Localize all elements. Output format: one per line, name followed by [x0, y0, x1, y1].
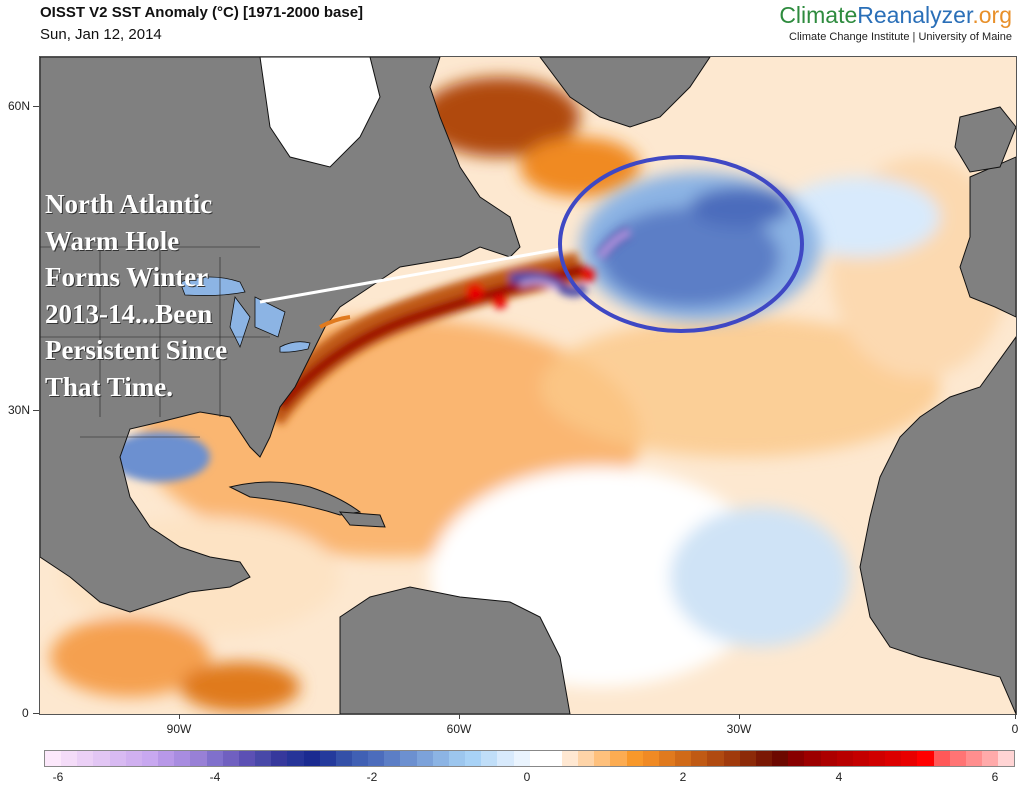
y-tick-mark [33, 106, 39, 107]
brand-part-2: Reanalyzer [857, 2, 973, 28]
y-tick-30n: 30N [8, 403, 31, 417]
colorbar-swatch [998, 751, 1015, 766]
colorbar-swatch [545, 751, 562, 766]
colorbar-swatch [755, 751, 773, 766]
colorbar-swatch [158, 751, 175, 766]
sst-anomaly-map [39, 56, 1017, 715]
colorbar-swatch [255, 751, 272, 766]
x-tick-60w: 60W [446, 722, 472, 736]
annotation-pointer-line [259, 247, 561, 304]
colorbar-swatch [351, 751, 369, 766]
colorbar-label: -6 [52, 770, 64, 784]
colorbar-swatch [125, 751, 142, 766]
colorbar-swatch [271, 751, 288, 766]
colorbar-swatch [658, 751, 676, 766]
colorbar-swatch [578, 751, 595, 766]
colorbar-swatch [739, 751, 756, 766]
colorbar-label: 6 [991, 770, 999, 784]
colorbar-swatch [77, 751, 94, 766]
colorbar-swatch [868, 751, 886, 766]
colorbar-swatch [917, 751, 934, 766]
colorbar-swatch [448, 751, 466, 766]
colorbar-swatch [594, 751, 611, 766]
colorbar-swatch [723, 751, 740, 766]
colorbar-swatch [949, 751, 966, 766]
brand-part-3: .org [972, 2, 1012, 28]
colorbar [44, 750, 1015, 767]
y-tick-60n: 60N [8, 99, 31, 113]
colorbar-swatch [481, 751, 498, 766]
colorbar-swatch [238, 751, 256, 766]
y-tick-0: 0 [22, 706, 29, 720]
colorbar-swatch [820, 751, 837, 766]
colorbar-swatch [513, 751, 530, 766]
colorbar-swatch [626, 751, 643, 766]
colorbar-swatch [303, 751, 320, 766]
colorbar-swatch [400, 751, 417, 766]
colorbar-swatch [836, 751, 853, 766]
colorbar-swatch [416, 751, 433, 766]
colorbar-swatch [610, 751, 627, 766]
colorbar-swatch [174, 751, 191, 766]
colorbar-swatch [319, 751, 336, 766]
colorbar-swatch [93, 751, 110, 766]
x-tick-0: 0 [1011, 722, 1019, 736]
y-tick-mark [33, 410, 39, 411]
colorbar-swatch [61, 751, 78, 766]
colorbar-swatch [384, 751, 401, 766]
colorbar-label: 4 [835, 770, 843, 784]
colorbar-swatch [772, 751, 789, 766]
colorbar-swatch [982, 751, 999, 766]
colorbar-swatch [642, 751, 659, 766]
colorbar-swatch [885, 751, 902, 766]
colorbar-swatch [190, 751, 207, 766]
x-tick-mark [179, 714, 180, 719]
x-tick-30w: 30W [726, 722, 752, 736]
colorbar-swatch [497, 751, 514, 766]
colorbar-swatch [335, 751, 352, 766]
colorbar-swatch [368, 751, 385, 766]
colorbar-swatch [287, 751, 304, 766]
colorbar-swatch [562, 751, 579, 766]
colorbar-swatch [901, 751, 918, 766]
colorbar-swatch [852, 751, 869, 766]
colorbar-swatch [707, 751, 724, 766]
colorbar-label: 0 [523, 770, 531, 784]
colorbar-swatch [965, 751, 983, 766]
x-tick-90w: 90W [166, 722, 192, 736]
y-tick-mark [33, 713, 39, 714]
map-canvas [40, 57, 1016, 714]
brand-logo[interactable]: ClimateReanalyzer.org [779, 2, 1012, 29]
colorbar-swatch [675, 751, 692, 766]
warm-hole-highlight-ellipse [558, 155, 804, 333]
colorbar-label: -2 [366, 770, 378, 784]
map-annotation-text: North Atlantic Warm Hole Forms Winter 20… [45, 189, 228, 402]
colorbar-swatch [465, 751, 482, 766]
x-tick-mark [1015, 714, 1016, 719]
x-tick-mark [739, 714, 740, 719]
x-tick-mark [459, 714, 460, 719]
colorbar-label: 2 [679, 770, 687, 784]
chart-title: OISST V2 SST Anomaly (°C) [1971-2000 bas… [40, 4, 364, 21]
colorbar-swatch [109, 751, 126, 766]
colorbar-swatch [529, 751, 546, 766]
colorbar-swatch [45, 751, 62, 766]
colorbar-swatch [206, 751, 223, 766]
brand-part-1: Climate [779, 2, 858, 28]
institution-label: Climate Change Institute | University of… [789, 31, 1012, 43]
colorbar-label: -4 [209, 770, 221, 784]
colorbar-swatch [691, 751, 708, 766]
colorbar-swatch [788, 751, 805, 766]
colorbar-swatch [141, 751, 159, 766]
chart-date: Sun, Jan 12, 2014 [40, 26, 162, 43]
colorbar-swatch [222, 751, 239, 766]
colorbar-swatch [432, 751, 449, 766]
colorbar-swatch [804, 751, 821, 766]
colorbar-swatch [933, 751, 950, 766]
